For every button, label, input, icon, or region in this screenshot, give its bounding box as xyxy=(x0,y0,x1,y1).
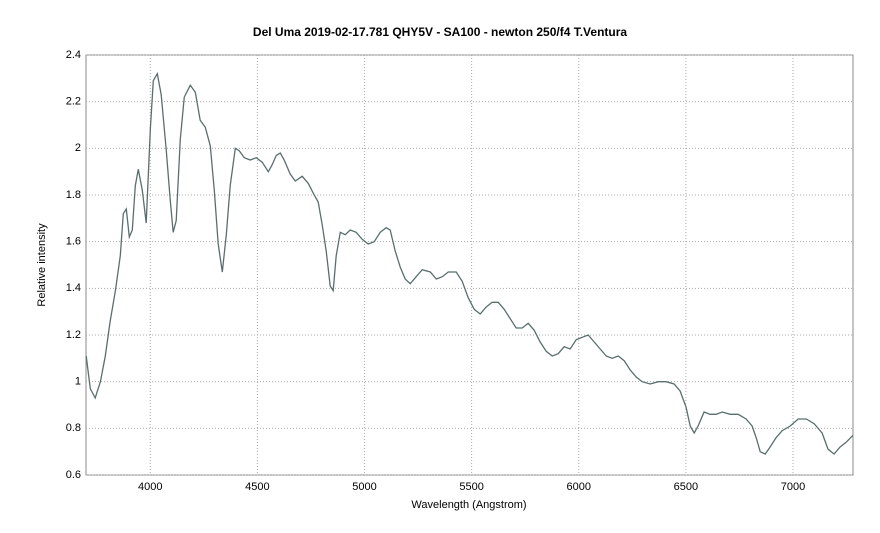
y-tick-label: 2.2 xyxy=(66,96,81,108)
x-tick-label: 4000 xyxy=(138,481,162,493)
y-tick-label: 1 xyxy=(75,376,81,388)
y-axis-label: Relative intensity xyxy=(36,223,48,307)
x-tick-label: 7000 xyxy=(781,481,805,493)
plot-frame xyxy=(85,54,854,476)
spectrum-line xyxy=(85,71,854,455)
y-tick-label: 1.2 xyxy=(66,329,81,341)
y-tick-label: 0.6 xyxy=(66,469,81,481)
y-tick-label: 2 xyxy=(75,142,81,154)
x-tick-label: 5000 xyxy=(352,481,376,493)
x-tick-label: 5500 xyxy=(459,481,483,493)
chart-title: Del Uma 2019-02-17.781 QHY5V - SA100 - n… xyxy=(253,25,627,39)
x-axis-label: Wavelength (Angstrom) xyxy=(411,499,526,511)
y-tick-label: 1.6 xyxy=(66,236,81,248)
y-tick-label: 1.4 xyxy=(66,282,81,294)
y-tick-label: 0.8 xyxy=(66,422,81,434)
x-tick-label: 6500 xyxy=(674,481,698,493)
y-tick-label: 1.8 xyxy=(66,189,81,201)
x-tick-label: 6000 xyxy=(567,481,591,493)
x-tick-label: 4500 xyxy=(245,481,269,493)
y-tick-label: 2.4 xyxy=(66,49,81,61)
